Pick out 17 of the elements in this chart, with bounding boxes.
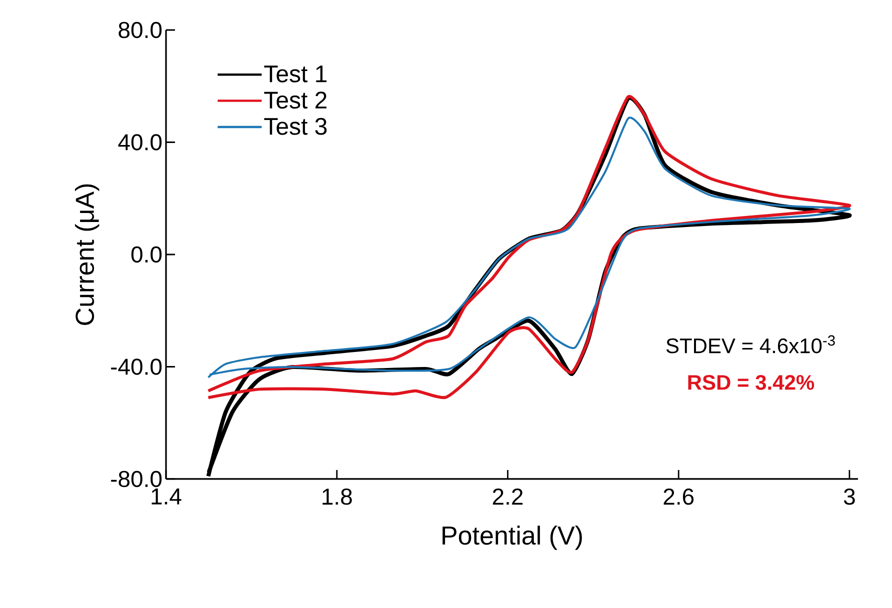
annotation: STDEV = 4.6x10$^{-3}$ <box>666 335 835 354</box>
y-tick-label: 0.0 <box>131 246 162 263</box>
y-tick-label: 40.0 <box>118 134 162 150</box>
x-tick-label: 1.4 <box>152 488 182 504</box>
y-axis-title: Current (μA) <box>74 184 100 325</box>
y-tick-label: -40.0 <box>111 358 162 375</box>
y-tick-label: -80.0 <box>111 470 162 488</box>
x-axis-title: Potential (V) <box>442 526 582 550</box>
legend-label: Test 3 <box>264 118 327 135</box>
legend-label: Test 2 <box>264 92 326 109</box>
x-tick-label: 2.2 <box>492 488 523 505</box>
x-tick-label: 1.8 <box>322 488 352 505</box>
x-tick-label: 3 <box>844 488 855 505</box>
legend-label: Test 1 <box>264 66 326 82</box>
annotation: RSD = 3.42% <box>688 375 814 390</box>
y-tick-label: 80.0 <box>118 22 162 38</box>
x-tick-label: 2.6 <box>664 488 694 505</box>
